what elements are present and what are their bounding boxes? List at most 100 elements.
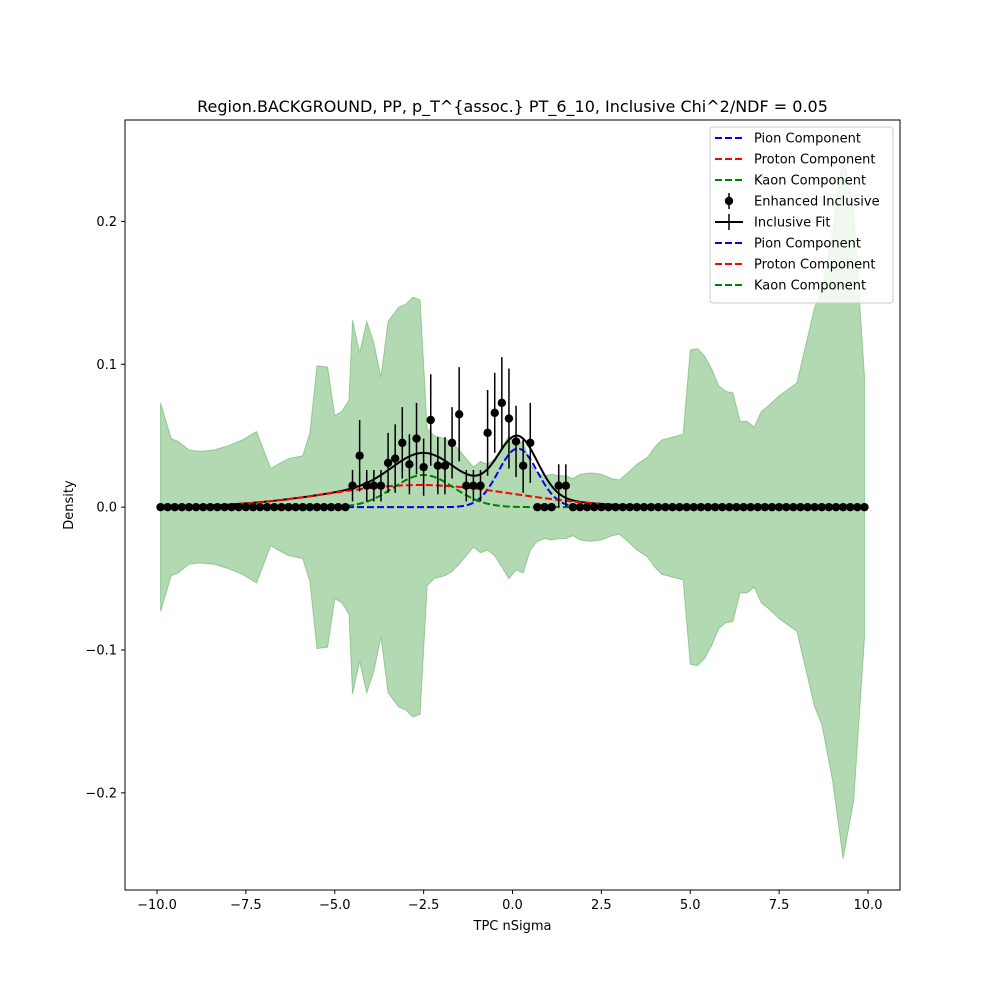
data-point <box>803 502 812 512</box>
data-point <box>831 502 841 512</box>
data-marker <box>234 502 243 512</box>
data-marker <box>568 502 578 512</box>
data-point <box>305 502 315 512</box>
data-marker <box>462 481 471 490</box>
data-point <box>263 502 272 512</box>
data-marker <box>554 481 563 490</box>
data-point <box>298 502 307 512</box>
legend-entry: Pion Component <box>715 237 861 252</box>
data-point <box>518 438 528 493</box>
data-point <box>454 367 464 462</box>
data-marker <box>654 502 663 512</box>
legend-entry: Kaon Component <box>715 279 866 294</box>
data-point <box>675 502 684 512</box>
y-tick-label: 0.1 <box>96 358 117 373</box>
data-marker <box>732 502 741 512</box>
legend-entry: Proton Component <box>715 153 876 168</box>
data-marker <box>419 462 428 472</box>
data-point <box>732 502 741 512</box>
data-point <box>540 502 549 512</box>
legend-label: Pion Component <box>754 237 861 252</box>
data-point <box>703 502 713 512</box>
data-marker <box>383 458 393 468</box>
data-point <box>248 502 258 512</box>
data-marker <box>696 502 706 512</box>
data-point <box>682 502 691 512</box>
data-marker <box>725 502 734 512</box>
data-point <box>156 502 165 512</box>
data-point <box>817 502 826 512</box>
data-marker <box>291 502 300 512</box>
data-point <box>604 502 613 512</box>
data-marker <box>490 408 499 418</box>
data-point <box>547 502 556 512</box>
data-marker <box>263 502 272 512</box>
chart-title: Region.BACKGROUND, PP, p_T^{assoc.} PT_6… <box>197 97 828 117</box>
data-point <box>362 470 371 502</box>
data-marker <box>661 502 670 512</box>
legend-entry: Pion Component <box>715 132 861 147</box>
x-axis-ticks: −10.0 −7.5 −5.0 −2.5 0.0 2.5 5.0 7.5 10.0 <box>137 890 882 913</box>
data-point <box>184 502 194 512</box>
data-point <box>191 502 201 512</box>
data-point <box>376 470 386 502</box>
data-point <box>782 502 791 512</box>
data-point <box>462 470 471 502</box>
data-marker <box>590 502 599 512</box>
data-marker <box>582 502 592 512</box>
data-point <box>618 502 627 512</box>
data-marker <box>618 502 627 512</box>
data-marker <box>518 461 528 470</box>
data-marker <box>405 460 414 469</box>
data-marker <box>255 502 265 512</box>
data-point <box>398 407 407 479</box>
data-point <box>646 502 656 512</box>
data-point <box>213 502 222 512</box>
data-point <box>860 502 869 512</box>
data-marker <box>810 502 819 512</box>
data-point <box>270 502 279 512</box>
data-point <box>561 464 571 508</box>
data-marker <box>390 454 400 463</box>
data-marker <box>199 502 208 512</box>
x-tick-label: 5.0 <box>680 898 701 913</box>
data-marker <box>718 502 727 512</box>
data-point <box>661 502 670 512</box>
data-point <box>291 502 300 512</box>
legend-label: Proton Component <box>754 258 876 273</box>
data-marker <box>369 481 379 490</box>
data-marker <box>241 502 251 512</box>
data-marker <box>469 481 478 490</box>
legend-label: Pion Component <box>754 132 861 147</box>
data-marker <box>767 502 777 512</box>
data-marker <box>540 502 549 512</box>
data-marker <box>675 502 684 512</box>
y-axis-ticks: −0.2 −0.1 0.0 0.1 0.2 <box>85 215 125 801</box>
data-point <box>824 502 834 512</box>
data-marker <box>860 502 869 512</box>
x-tick-label: −5.0 <box>319 898 351 913</box>
data-point <box>504 368 514 469</box>
data-marker <box>483 428 492 438</box>
data-point <box>476 470 485 502</box>
data-marker <box>796 502 805 512</box>
data-point <box>277 502 286 512</box>
data-marker <box>789 502 798 512</box>
legend: Pion Component Proton Component Kaon Compo… <box>709 126 894 304</box>
data-marker <box>398 438 407 448</box>
data-marker <box>191 502 201 512</box>
data-point <box>689 502 699 512</box>
data-point <box>568 502 578 512</box>
data-point <box>199 502 208 512</box>
data-marker <box>511 437 521 446</box>
y-tick-label: −0.1 <box>85 644 117 659</box>
data-marker <box>689 502 699 512</box>
data-point <box>582 502 592 512</box>
data-point <box>838 502 848 512</box>
data-marker <box>362 481 371 490</box>
data-point <box>533 502 542 512</box>
legend-label: Kaon Component <box>754 174 866 189</box>
data-point <box>846 502 855 512</box>
data-marker <box>817 502 826 512</box>
data-point <box>739 502 748 512</box>
